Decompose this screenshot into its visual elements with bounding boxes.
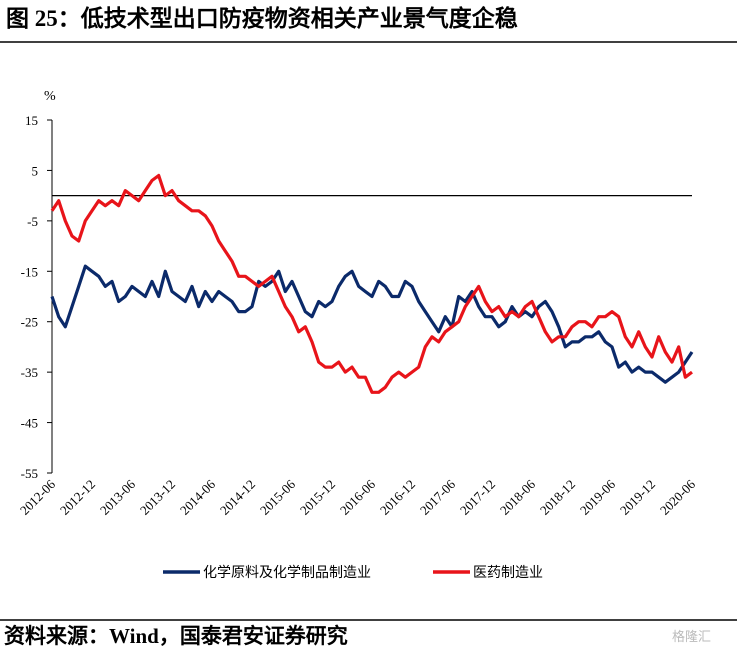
y-tick-label: -45 <box>21 416 38 431</box>
legend-label: 医药制造业 <box>473 565 543 581</box>
x-tick-label: 2013-06 <box>97 476 139 518</box>
chart-title: 图 25：低技术型出口防疫物资相关产业景气度企稳 <box>6 5 518 31</box>
watermark: 格隆汇 <box>672 629 711 644</box>
x-tick-label: 2018-06 <box>497 476 539 518</box>
series-line <box>50 173 693 394</box>
x-tick-label: 2018-12 <box>537 477 578 518</box>
x-tick-label: 2020-06 <box>657 476 699 518</box>
x-tick-label: 2016-06 <box>337 476 379 518</box>
x-tick-label: 2019-12 <box>617 477 658 518</box>
x-tick-label: 2014-06 <box>177 476 219 518</box>
y-tick-label: -35 <box>21 365 38 380</box>
y-tick-label: 5 <box>32 163 39 178</box>
x-tick-label: 2012-12 <box>57 477 98 518</box>
y-tick-label: 15 <box>25 113 38 128</box>
y-tick-label: -25 <box>21 315 38 330</box>
x-tick-label: 2015-12 <box>297 477 338 518</box>
x-tick-label: 2015-06 <box>257 476 299 518</box>
x-tick-label: 2017-12 <box>457 477 498 518</box>
y-tick-label: -55 <box>21 466 38 481</box>
series-line <box>50 264 694 384</box>
x-tick-label: 2012-06 <box>17 476 59 518</box>
x-tick-label: 2014-12 <box>217 477 258 518</box>
x-tick-label: 2013-12 <box>137 477 178 518</box>
x-tick-label: 2019-06 <box>577 476 619 518</box>
y-tick-label: -15 <box>21 264 38 279</box>
x-tick-label: 2016-12 <box>377 477 418 518</box>
y-axis-label: % <box>44 89 56 104</box>
legend-label: 化学原料及化学制品制造业 <box>203 565 371 581</box>
y-tick-label: -5 <box>27 214 38 229</box>
x-tick-label: 2017-06 <box>417 476 459 518</box>
source: 资料来源：Wind，国泰君安证券研究 <box>4 624 348 648</box>
